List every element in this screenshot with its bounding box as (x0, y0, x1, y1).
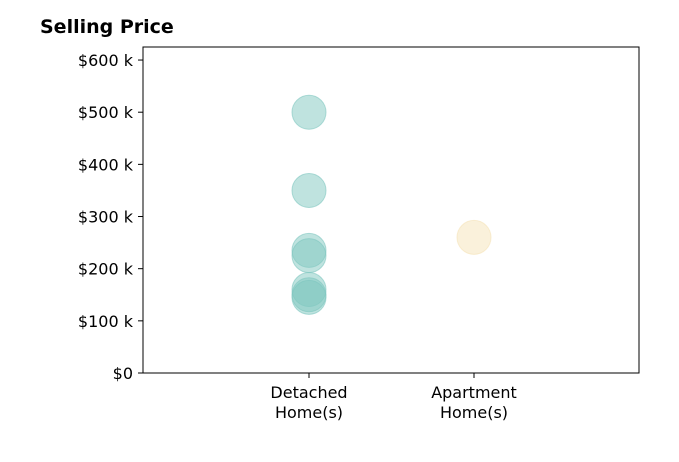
y-tick-label: $300 k (78, 208, 134, 227)
plot-frame (142, 46, 640, 374)
points-layer (291, 94, 492, 315)
data-point (291, 238, 327, 274)
y-tick-label: $0 (113, 364, 133, 383)
y-tick-label: $400 k (78, 155, 134, 174)
data-point (456, 219, 492, 255)
y-tick-label: $200 k (78, 260, 134, 279)
y-tick-label: $100 k (78, 312, 134, 331)
data-point (291, 172, 327, 208)
data-point (291, 279, 327, 315)
data-point (291, 94, 327, 130)
y-tick-label: $600 k (78, 51, 134, 70)
chart-title: Selling Price (40, 16, 174, 38)
x-tick-label: Detached Home(s) (270, 383, 347, 422)
x-tick-label: Apartment Home(s) (431, 383, 517, 422)
axes-layer: $0 $100 k $200 k $300 k $400 k $500 k $600 k De… (78, 46, 640, 422)
y-tick-label: $500 k (78, 103, 134, 122)
